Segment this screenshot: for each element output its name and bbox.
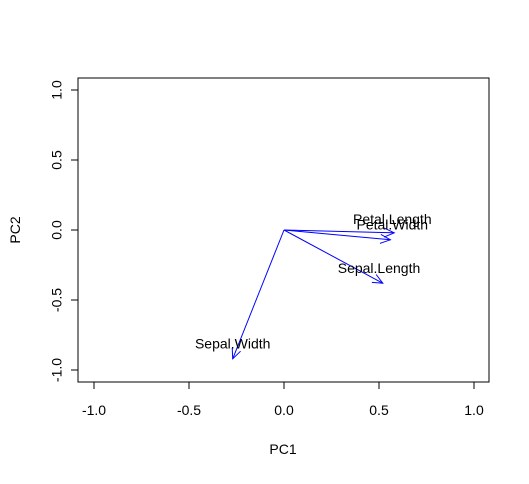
- vector-sepal-length: [283, 229, 384, 284]
- y-tick-label: 1.0: [49, 80, 65, 100]
- label-sepal-length: Sepal.Length: [338, 260, 421, 276]
- x-axis-label: PC1: [269, 441, 296, 457]
- vector-petal-width: [283, 229, 391, 241]
- label-sepal-width: Sepal.Width: [195, 336, 270, 352]
- loading-labels: Sepal.Length Sepal.Width Petal.LengthPetal…: [195, 211, 432, 352]
- y-tick-label: -1.0: [49, 358, 65, 382]
- arrowhead-petal-length: [383, 227, 396, 238]
- loading-vectors: [231, 227, 396, 360]
- x-tick-label: 1.0: [464, 402, 484, 418]
- label-petal-width: Petal.Width: [357, 217, 429, 233]
- label-petal-length: Petal.Length: [353, 211, 432, 227]
- x-tick-label: -0.5: [177, 402, 201, 418]
- x-tick-label: 0.5: [369, 402, 389, 418]
- arrowhead-sepal-width: [231, 347, 241, 360]
- arrowhead-sepal-length: [371, 274, 384, 284]
- x-tick-label: 0.0: [274, 402, 294, 418]
- x-axis: -1.0 -0.5 0.0 0.5 1.0: [82, 381, 484, 418]
- y-tick-label: 0.5: [49, 150, 65, 170]
- y-axis-label: PC2: [7, 216, 23, 243]
- y-tick-label: 0.0: [49, 220, 65, 240]
- vector-petal-length: [283, 229, 395, 234]
- y-tick-label: -0.5: [49, 288, 65, 312]
- vector-sepal-width: [232, 229, 285, 359]
- y-axis: -1.0 -0.5 0.0 0.5 1.0: [49, 80, 79, 382]
- x-tick-label: -1.0: [82, 402, 106, 418]
- arrowhead-petal-width: [379, 233, 392, 244]
